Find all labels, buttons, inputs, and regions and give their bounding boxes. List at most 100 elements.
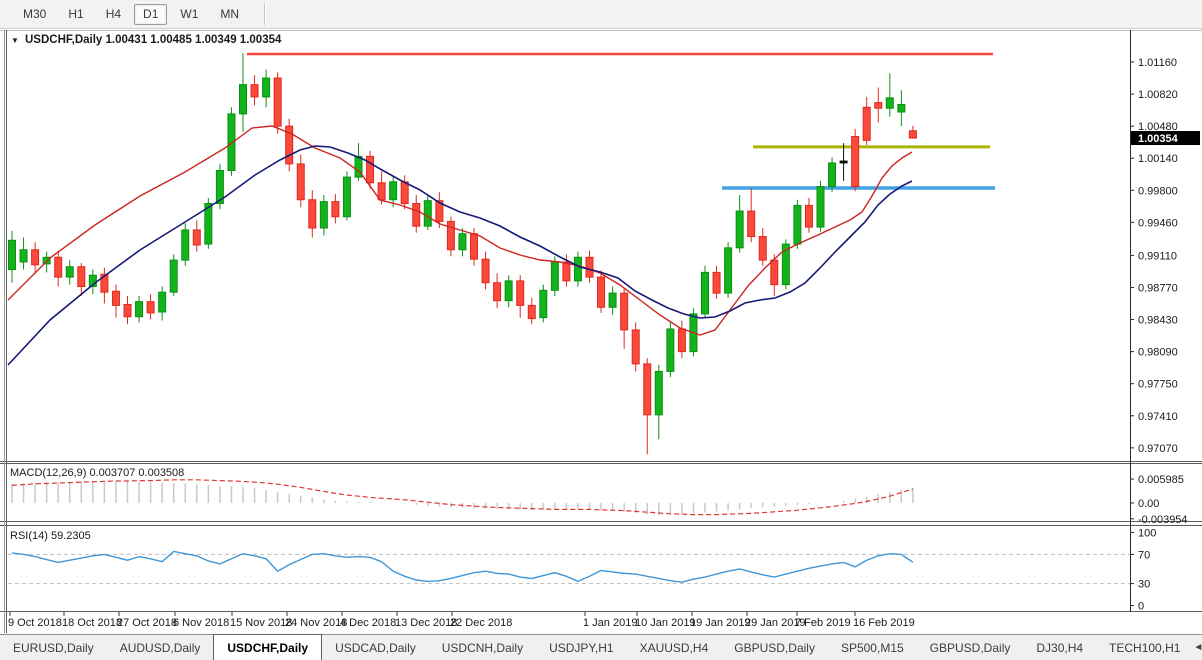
date-label: 24 Nov 2018 (285, 617, 347, 629)
candle-body (643, 363, 652, 416)
price-tick-label: 0.97410 (1138, 411, 1178, 423)
chart-background (0, 29, 1202, 634)
price-tick-label: 0.98430 (1138, 315, 1178, 327)
chart-tab-xauusd-h4[interactable]: XAUUSD,H4 (639, 640, 709, 655)
candle-body (169, 259, 178, 293)
candle-body (758, 236, 767, 261)
chart-tab-gbpusd-daily[interactable]: GBPUSD,Daily (734, 640, 815, 655)
candle-body (550, 261, 559, 291)
price-tick-label: 0.97750 (1138, 379, 1178, 391)
date-label: 7 Feb 2019 (795, 617, 851, 629)
candle-body (573, 256, 582, 282)
chart-tab-dj30-h4[interactable]: DJ30,H4 (1036, 640, 1084, 655)
date-label: 1 Jan 2019 (583, 617, 637, 629)
candle-body (747, 210, 756, 238)
candle-body (423, 200, 432, 227)
chart-tab-usdcad-daily[interactable]: USDCAD,Daily (335, 640, 416, 655)
candle-body (377, 182, 386, 201)
candle-body (701, 271, 709, 315)
candle-body (285, 125, 294, 165)
date-label: 27 Oct 2018 (117, 617, 177, 629)
macd-signal-line (11, 479, 914, 516)
chart-tab-bar: EURUSD,Daily AUDUSD,Daily USDCHF,Daily USDC… (0, 634, 1202, 660)
candle-body (354, 155, 363, 178)
chart-tab-usdchf-daily[interactable]: USDCHF,Daily (213, 634, 323, 660)
price-axis: 1.01160 1.00820 1.00480 1.00140 0.99800 0.994… (1130, 57, 1200, 613)
timeframe-button-m30[interactable]: M30 (23, 6, 47, 21)
macd-label: MACD(12,26,9) 0.003707 0.003508 (10, 467, 184, 479)
chart-tab-usdjpy-h1[interactable]: USDJPY,H1 (549, 640, 614, 655)
price-tick-label: 0.99460 (1138, 217, 1178, 229)
candle-body (215, 169, 224, 205)
rsi-panel (8, 550, 1130, 585)
rsi-label: RSI(14) 59.2305 (10, 530, 91, 542)
candle-body (204, 203, 213, 245)
candle-body (100, 273, 109, 293)
chart-tab-gbpusd-daily[interactable]: GBPUSD,Daily (929, 640, 1011, 655)
chart-area[interactable]: 1.01160 1.00820 1.00480 1.00140 0.99800 0.994… (0, 29, 1202, 634)
timeframe-button-mn[interactable]: MN (220, 6, 240, 21)
candle-body (458, 233, 467, 251)
macd-tick-label: 0.00 (1138, 498, 1159, 510)
candle-body (19, 249, 28, 263)
date-label: 22 Dec 2018 (450, 617, 512, 629)
candle-body (146, 301, 155, 314)
date-label: 18 Oct 2018 (62, 617, 122, 629)
date-label: 10 Jan 2019 (635, 617, 696, 629)
candle-body (308, 199, 317, 229)
candle-body (400, 181, 409, 205)
price-tick-label: 0.98770 (1138, 282, 1178, 294)
chart-tab-eurusd-daily[interactable]: EURUSD,Daily (13, 640, 94, 655)
candle-body (389, 181, 398, 201)
candle-body (539, 289, 548, 319)
symbol-dropdown-icon: ▼ (11, 36, 19, 45)
candle-body (816, 186, 825, 228)
candle-body (31, 249, 40, 266)
ma-fast-line (7, 125, 913, 336)
candle-body (342, 176, 351, 218)
current-price-marker (1131, 131, 1200, 146)
candle-body (712, 271, 721, 294)
candle-body (562, 261, 571, 282)
macd-tick-label: 0.005985 (1138, 474, 1184, 486)
candle-body (527, 304, 536, 320)
candle-body (319, 201, 328, 229)
candle-body (793, 204, 802, 245)
date-label: 9 Oct 2018 (8, 617, 62, 629)
candle-body (735, 210, 744, 249)
chart-tab-tech100-h1[interactable]: TECH100,H1 (1109, 640, 1181, 655)
chart-tab-audusd-daily[interactable]: AUDUSD,Daily (119, 640, 201, 655)
chart-tab-sp500-m15[interactable]: SP500,M15 (840, 640, 904, 655)
candle-body (885, 97, 894, 109)
chart-title: USDCHF,Daily 1.00431 1.00485 1.00349 1.0… (25, 34, 282, 46)
candle-body (828, 162, 837, 188)
candle-body (77, 266, 86, 288)
candle-body (620, 292, 629, 331)
candle-body (608, 292, 617, 308)
price-tick-label: 0.97070 (1138, 443, 1178, 455)
candle-body (597, 276, 606, 308)
timeframe-button-w1[interactable]: W1 (180, 6, 199, 21)
timeframe-button-h1[interactable]: H1 (68, 6, 84, 21)
tab-scroll-left-icon[interactable]: ◄ (1193, 642, 1202, 653)
date-label: 29 Jan 2019 (745, 617, 806, 629)
rsi-tick-label: 100 (1138, 528, 1156, 540)
date-label: 13 Dec 2018 (395, 617, 457, 629)
candle-body (181, 229, 190, 261)
timeframe-button-d1[interactable]: D1 (134, 3, 168, 25)
chart-tab-usdcnh-daily[interactable]: USDCNH,Daily (441, 640, 524, 655)
candle-body (839, 160, 848, 164)
candle-body (135, 301, 144, 318)
candle-body (862, 106, 871, 141)
candle-body (770, 259, 779, 286)
candle-body (412, 203, 421, 227)
candle-body (435, 200, 444, 222)
price-tick-label: 1.00480 (1138, 121, 1178, 133)
current-price-label: 1.00354 (1138, 133, 1179, 145)
timeframe-button-h4[interactable]: H4 (105, 6, 122, 21)
candle-body (585, 256, 594, 278)
candle-body (666, 328, 675, 372)
candle-body (504, 280, 513, 302)
